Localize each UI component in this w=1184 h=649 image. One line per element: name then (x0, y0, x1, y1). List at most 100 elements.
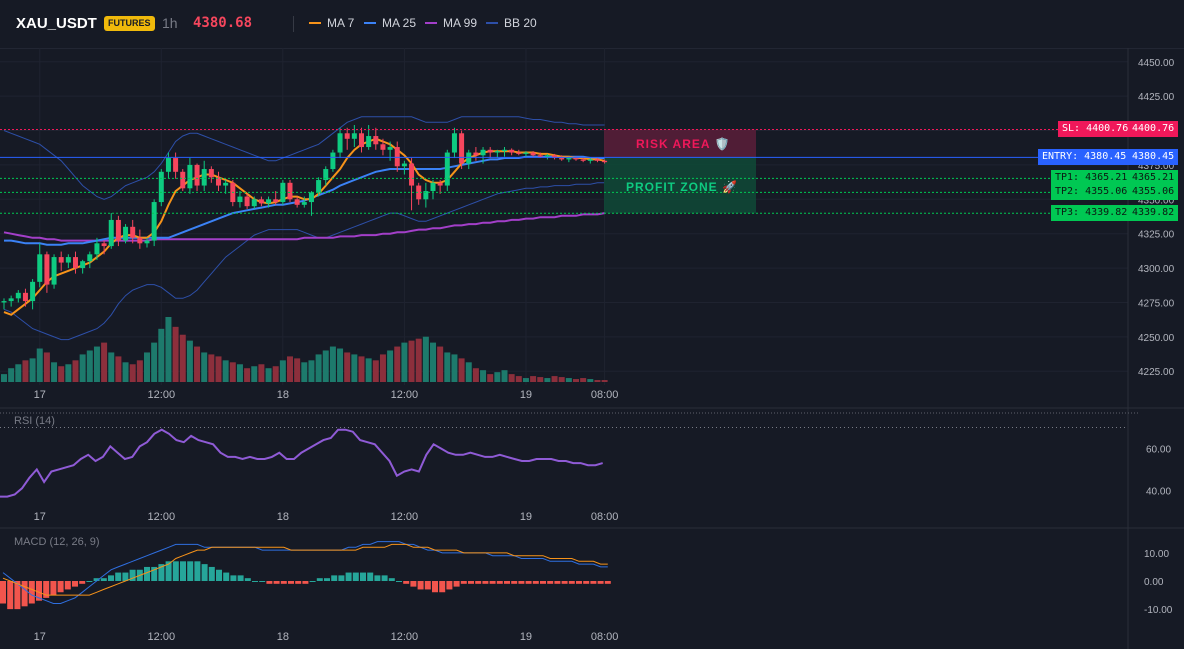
legend-ma25[interactable]: MA 25 (364, 16, 416, 30)
macd-histogram-bar (482, 581, 489, 584)
candle-body (280, 182, 286, 203)
candle-body (208, 169, 214, 178)
candle-body (87, 254, 93, 262)
macd-histogram-bar (511, 581, 518, 584)
volume-bar (86, 350, 93, 382)
candle-body (487, 149, 493, 153)
volume-bar (93, 346, 100, 382)
macd-histogram-bar (504, 581, 510, 584)
volume-bar (515, 376, 522, 382)
ma99-line (3, 212, 605, 242)
candle-body (566, 158, 572, 160)
price-tick-label: 4250.00 (1138, 333, 1175, 344)
macd-histogram-bar (93, 578, 100, 581)
macd-histogram-bar (223, 572, 230, 581)
candle-body (430, 182, 436, 192)
volume-bar (208, 354, 215, 382)
legend-bb20-label: BB 20 (504, 16, 537, 30)
volume-bar (215, 356, 222, 382)
volume-bar (36, 348, 43, 382)
macd-histogram-bar (583, 581, 590, 584)
macd-histogram-bar (129, 569, 136, 581)
volume-bar (29, 358, 36, 382)
symbol-title[interactable]: XAU_USDT (16, 15, 97, 32)
macd-histogram-bar (547, 581, 554, 584)
time-tick-label: 17 (34, 389, 46, 401)
volume-bars (1, 317, 608, 382)
volume-bar (372, 360, 379, 382)
candle-body (187, 164, 193, 189)
tp1-price-tag-text: 4365.21 (1132, 172, 1175, 184)
tp1-label-text: TP1: 4365.21 (1055, 172, 1128, 184)
trade-levels (0, 128, 1128, 214)
time-tick-label: 12:00 (391, 631, 419, 643)
candle-body (194, 164, 200, 186)
macd-histogram-bar (230, 575, 237, 581)
time-tick-label: 12:00 (391, 389, 419, 401)
volume-bar (394, 346, 401, 382)
macd-histogram-bar (518, 581, 525, 584)
legend-ma99[interactable]: MA 99 (425, 16, 477, 30)
macd-histogram-bar (122, 572, 129, 581)
volume-bar (494, 372, 501, 382)
candle-body (130, 226, 136, 238)
candle-body (451, 133, 457, 153)
time-axis: 17 12:00 18 12:00 19 08:00 17 12:00 18 12:00 19 08:… (34, 389, 619, 643)
ma7-line (3, 137, 605, 316)
timeframe-label[interactable]: 1h (162, 15, 178, 31)
macd-histogram-bar (597, 581, 604, 584)
price-tick-label: 4275.00 (1138, 298, 1175, 309)
macd-pane: 10.00 0.00 -10.00 (0, 541, 1173, 616)
volume-bar (151, 342, 158, 382)
tp1-label: TP1: 4365.21 (1051, 170, 1132, 187)
bollinger-bands (3, 116, 605, 341)
time-tick-label: 19 (520, 631, 532, 643)
volume-bar (279, 360, 286, 382)
macd-histogram-bar (180, 561, 186, 581)
legend-ma7[interactable]: MA 7 (309, 16, 354, 30)
volume-bar (422, 336, 429, 382)
time-tick-label: 12:00 (391, 511, 419, 523)
volume-bar (487, 374, 494, 382)
volume-bar (337, 348, 344, 382)
entry-price-tag-text: 4380.45 (1132, 151, 1175, 163)
macd-histogram-bar (540, 581, 546, 584)
tp2-price-tag: 4355.06 (1128, 184, 1179, 201)
candle-body (44, 254, 50, 285)
candle-body (115, 219, 121, 241)
candle-body (587, 159, 593, 161)
sl-price-tag: 4400.76 (1128, 121, 1179, 138)
candle-body (65, 257, 71, 263)
macd-histogram-bar (244, 578, 251, 581)
macd-histogram-bar (28, 581, 35, 604)
legend-ma25-swatch (364, 22, 376, 24)
legend-ma7-swatch (309, 22, 321, 24)
candle-body (266, 199, 272, 204)
candle-body (108, 219, 114, 247)
tp2-label-text: TP2: 4355.06 (1055, 186, 1128, 198)
candle-body (1, 301, 7, 303)
volume-bar (430, 342, 436, 382)
legend-bb20[interactable]: BB 20 (486, 16, 537, 30)
candle-body (423, 191, 429, 200)
volume-bar (301, 362, 308, 382)
candle-body (101, 243, 107, 247)
macd-histogram-bar (439, 581, 446, 593)
candle-body (251, 199, 257, 207)
volume-bar (415, 338, 422, 382)
volume-bar (172, 326, 179, 382)
macd-histogram-bar (496, 581, 503, 584)
candle-body (380, 144, 386, 150)
volume-bar (51, 362, 58, 382)
candle-body (537, 155, 543, 157)
volume-bar (258, 364, 265, 382)
macd-histogram-bar (403, 581, 410, 584)
volume-bar (308, 360, 315, 382)
macd-histogram-bar (72, 581, 78, 587)
macd-histogram-bar (331, 575, 338, 581)
macd-histogram-bar (36, 581, 42, 601)
candle-body (258, 199, 264, 204)
time-tick-label: 19 (520, 389, 532, 401)
macd-histogram-bar (115, 572, 122, 581)
